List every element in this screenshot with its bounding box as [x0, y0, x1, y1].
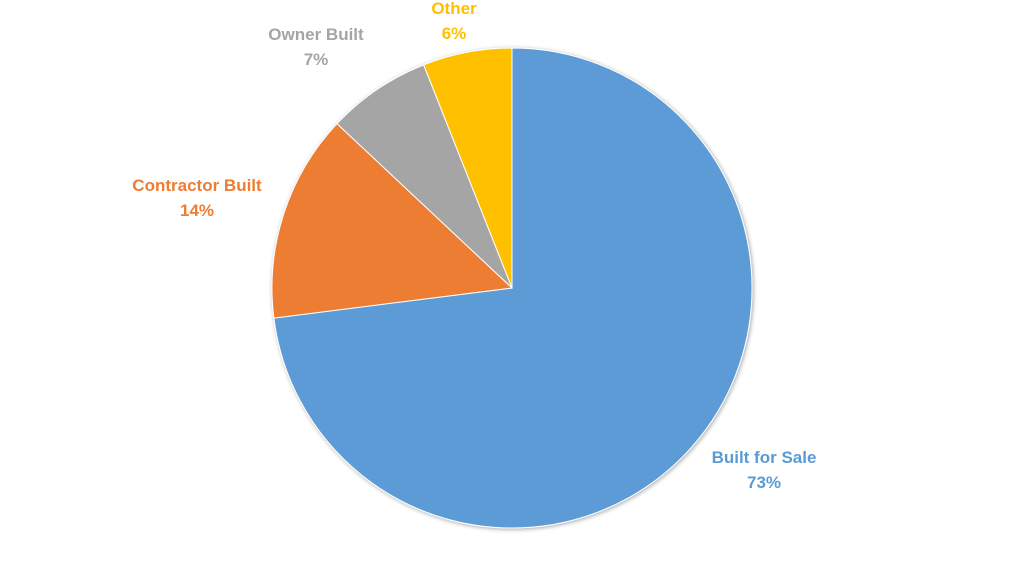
pie-data-labels: Built for Sale 73% Contractor Built 14% Owne…: [132, 0, 816, 492]
data-label-contractor-built: Contractor Built 14%: [132, 176, 262, 220]
data-label-other: Other 6%: [431, 0, 477, 43]
pie-slice-built-for-sale: [273, 47, 753, 529]
data-label-name-other: Other: [431, 0, 477, 18]
pie-slices: [271, 47, 753, 529]
data-label-name-owner-built: Owner Built: [268, 25, 364, 44]
data-label-name-built-for-sale: Built for Sale: [712, 448, 817, 467]
pie-slice-owner-built: [336, 64, 513, 289]
data-label-value-owner-built: 7%: [304, 50, 329, 69]
data-label-value-other: 6%: [442, 24, 467, 43]
pie-slice-other: [423, 47, 513, 289]
pie-slice-contractor-built: [271, 123, 514, 319]
data-label-value-contractor-built: 14%: [180, 201, 214, 220]
data-label-name-contractor-built: Contractor Built: [132, 176, 262, 195]
data-label-owner-built: Owner Built 7%: [268, 25, 364, 69]
data-label-value-built-for-sale: 73%: [747, 473, 781, 492]
data-label-built-for-sale: Built for Sale 73%: [712, 448, 817, 492]
